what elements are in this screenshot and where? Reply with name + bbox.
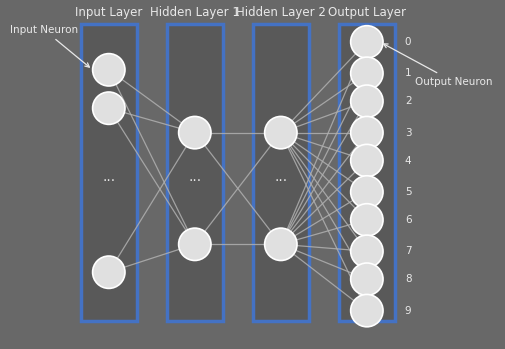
Text: 5: 5 [404,187,411,197]
Text: 4: 4 [404,156,411,165]
Text: Hidden Layer 2: Hidden Layer 2 [235,6,325,19]
Text: Input Layer: Input Layer [75,6,142,19]
Ellipse shape [264,228,296,260]
Text: 9: 9 [404,306,411,315]
Text: ···: ··· [188,174,201,188]
Text: Output Layer: Output Layer [327,6,405,19]
Ellipse shape [264,117,296,149]
Text: 2: 2 [404,96,411,106]
Text: ···: ··· [274,174,287,188]
Ellipse shape [350,57,382,89]
Ellipse shape [350,144,382,177]
Bar [338,24,394,321]
Text: 1: 1 [404,68,411,78]
Text: Hidden Layer 1: Hidden Layer 1 [149,6,239,19]
Text: Input Neuron: Input Neuron [10,25,89,67]
Bar [252,24,308,321]
Ellipse shape [350,117,382,149]
Ellipse shape [178,117,211,149]
Text: 3: 3 [404,128,411,138]
Ellipse shape [350,263,382,295]
Text: Output Neuron: Output Neuron [383,44,491,87]
Ellipse shape [178,228,211,260]
Text: 8: 8 [404,274,411,284]
Text: ···: ··· [102,174,115,188]
Ellipse shape [92,92,125,124]
Ellipse shape [92,256,125,288]
Ellipse shape [350,85,382,117]
Bar [81,24,136,321]
Ellipse shape [350,295,382,327]
Text: 6: 6 [404,215,411,225]
Ellipse shape [350,176,382,208]
Ellipse shape [92,54,125,86]
Text: 7: 7 [404,246,411,256]
Bar [167,24,222,321]
Ellipse shape [350,26,382,58]
Text: 0: 0 [404,37,411,47]
Ellipse shape [350,235,382,267]
Ellipse shape [350,204,382,236]
